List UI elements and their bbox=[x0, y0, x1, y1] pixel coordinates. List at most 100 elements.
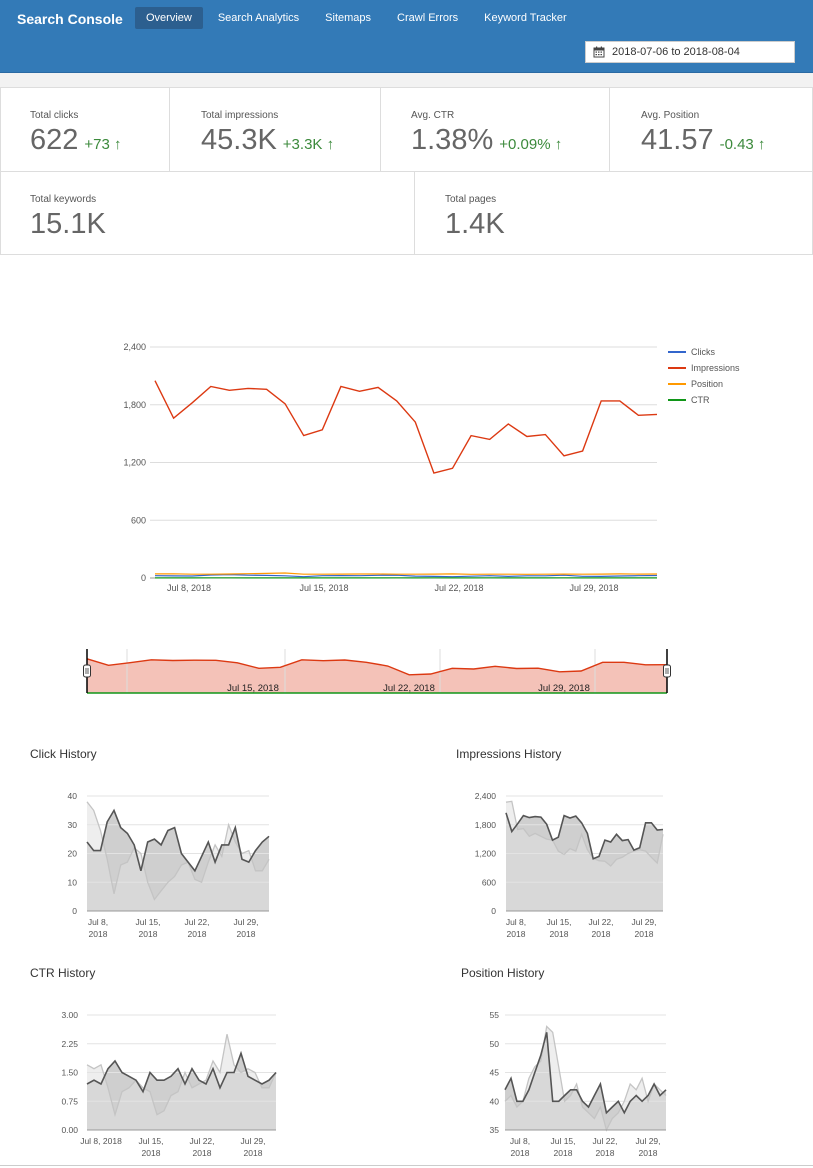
x-tick-label: 2018 bbox=[89, 929, 108, 939]
x-tick-label: Jul 15, 2018 bbox=[299, 583, 348, 593]
y-tick-label: 45 bbox=[490, 1068, 500, 1078]
stat-value: 622 +73 ↑ bbox=[30, 124, 122, 157]
x-tick-label: Jul 8, bbox=[510, 1136, 530, 1146]
x-tick-label: Jul 22, bbox=[184, 917, 209, 927]
legend-label: CTR bbox=[691, 395, 710, 405]
series-line-position bbox=[154, 572, 658, 575]
stat-number: 41.57 bbox=[641, 124, 714, 156]
current-line bbox=[86, 808, 270, 873]
x-tick-label: Jul 22, bbox=[592, 1136, 617, 1146]
range-line bbox=[86, 658, 668, 676]
y-tick-label: 1.50 bbox=[61, 1068, 78, 1078]
stat-value: 1.38% +0.09% ↑ bbox=[411, 124, 562, 157]
tab-search-analytics[interactable]: Search Analytics bbox=[217, 12, 300, 24]
stat-label: Avg. CTR bbox=[411, 110, 455, 121]
stat-card-impressions: Total impressions 45.3K +3.3K ↑ bbox=[169, 87, 381, 172]
x-tick-label: Jul 15, bbox=[546, 917, 571, 927]
stat-label: Total clicks bbox=[30, 110, 79, 121]
x-tick-label: Jul 22, 2018 bbox=[434, 583, 483, 593]
range-handle-left bbox=[83, 664, 91, 678]
stat-delta: -0.43 ↑ bbox=[719, 136, 766, 153]
position-history-title: Position History bbox=[461, 966, 545, 980]
x-tick-label: Jul 15, bbox=[135, 917, 160, 927]
y-tick-label: 20 bbox=[68, 849, 78, 859]
y-tick-label: 600 bbox=[482, 877, 496, 887]
stat-card-keywords: Total keywords 15.1K bbox=[0, 171, 415, 255]
x-tick-label: 2018 bbox=[237, 929, 256, 939]
tab-keyword-tracker[interactable]: Keyword Tracker bbox=[484, 12, 567, 24]
x-tick-label: 2018 bbox=[507, 929, 526, 939]
current-line bbox=[505, 812, 664, 860]
tab-overview[interactable]: Overview bbox=[135, 7, 203, 29]
stat-number: 1.38% bbox=[411, 124, 494, 156]
previous-area bbox=[506, 801, 663, 911]
previous-area bbox=[87, 801, 269, 911]
date-range-picker[interactable]: 2018-07-06 to 2018-08-04 bbox=[585, 41, 795, 63]
y-tick-label: 0 bbox=[491, 906, 496, 916]
y-tick-label: 2,400 bbox=[123, 342, 146, 352]
click-history-chart: 0 10 20 30 40 Jul 8, 2018 Jul 15, 2018 Jul 22, 201… bbox=[68, 791, 270, 939]
legend-label: Impressions bbox=[691, 363, 740, 373]
current-line bbox=[86, 1050, 277, 1094]
x-tick-label: Jul 15, bbox=[550, 1136, 575, 1146]
stat-card-clicks: Total clicks 622 +73 ↑ bbox=[0, 87, 170, 172]
stat-label: Total pages bbox=[445, 194, 497, 205]
stat-card-position: Avg. Position 41.57 -0.43 ↑ bbox=[609, 87, 813, 172]
x-tick-label: 2018 bbox=[596, 1148, 615, 1158]
ctr-history-chart: 0.00 0.75 1.50 2.25 3.00 Jul 8, 2018 Jul 15, 20… bbox=[61, 1010, 277, 1158]
stat-label: Total impressions bbox=[201, 110, 279, 121]
y-tick-label: 0.75 bbox=[61, 1096, 78, 1106]
tab-sitemaps[interactable]: Sitemaps bbox=[325, 12, 372, 24]
range-tick-label: Jul 22, 2018 bbox=[383, 683, 435, 694]
series-line-clicks bbox=[154, 573, 658, 578]
stat-delta: +3.3K ↑ bbox=[282, 136, 335, 153]
range-tick-label: Jul 15, 2018 bbox=[227, 683, 279, 694]
range-selector[interactable]: Jul 15, 2018 Jul 22, 2018 Jul 29, 2018 bbox=[80, 645, 675, 700]
y-tick-label: 1,200 bbox=[123, 458, 146, 468]
previous-area bbox=[87, 1034, 276, 1130]
x-tick-label: 2018 bbox=[244, 1148, 263, 1158]
x-tick-label: Jul 29, 2018 bbox=[569, 583, 618, 593]
header-spacer bbox=[0, 73, 813, 87]
top-navbar: Search Console Overview Search Analytics… bbox=[0, 0, 813, 73]
x-tick-label: Jul 22, bbox=[588, 917, 613, 927]
stat-value: 15.1K bbox=[30, 208, 106, 240]
stat-delta: +0.09% ↑ bbox=[499, 136, 563, 153]
calendar-icon bbox=[593, 46, 605, 58]
y-tick-label: 0 bbox=[141, 573, 146, 583]
x-tick-label: 2018 bbox=[142, 1148, 161, 1158]
previous-line bbox=[86, 801, 270, 901]
previous-line bbox=[504, 1025, 667, 1132]
stat-value: 45.3K +3.3K ↑ bbox=[201, 124, 334, 157]
main-line-chart: 0 600 1,200 1,800 2,400 Jul 8, 2018 Jul 15, 20… bbox=[123, 342, 740, 593]
click-history-title: Click History bbox=[30, 747, 97, 761]
y-tick-label: 40 bbox=[490, 1096, 500, 1106]
x-tick-label: 2018 bbox=[511, 1148, 530, 1158]
x-tick-label: Jul 8, 2018 bbox=[80, 1136, 122, 1146]
y-tick-label: 10 bbox=[68, 877, 78, 887]
y-tick-label: 0 bbox=[72, 906, 77, 916]
footer-divider bbox=[0, 1165, 813, 1166]
x-tick-label: 2018 bbox=[139, 929, 158, 939]
y-tick-label: 1,800 bbox=[475, 820, 497, 830]
previous-area bbox=[505, 1026, 666, 1130]
brand-title[interactable]: Search Console bbox=[17, 11, 123, 27]
x-tick-label: Jul 8, bbox=[506, 917, 526, 927]
stat-label: Avg. Position bbox=[641, 110, 700, 121]
y-tick-label: 1,800 bbox=[123, 400, 146, 410]
stat-number: 622 bbox=[30, 124, 79, 156]
legend-label: Clicks bbox=[691, 347, 715, 357]
legend-label: Position bbox=[691, 379, 723, 389]
y-tick-label: 2,400 bbox=[475, 791, 497, 801]
y-tick-label: 55 bbox=[490, 1010, 500, 1020]
x-tick-label: Jul 15, bbox=[138, 1136, 163, 1146]
series-line-impressions bbox=[154, 380, 658, 474]
tab-crawl-errors[interactable]: Crawl Errors bbox=[397, 12, 459, 24]
y-tick-label: 2.25 bbox=[61, 1039, 78, 1049]
stat-value: 1.4K bbox=[445, 208, 505, 240]
stat-number: 45.3K bbox=[201, 124, 277, 156]
y-tick-label: 30 bbox=[68, 820, 78, 830]
y-tick-label: 40 bbox=[68, 791, 78, 801]
y-tick-label: 35 bbox=[490, 1125, 500, 1135]
range-area bbox=[87, 658, 667, 693]
